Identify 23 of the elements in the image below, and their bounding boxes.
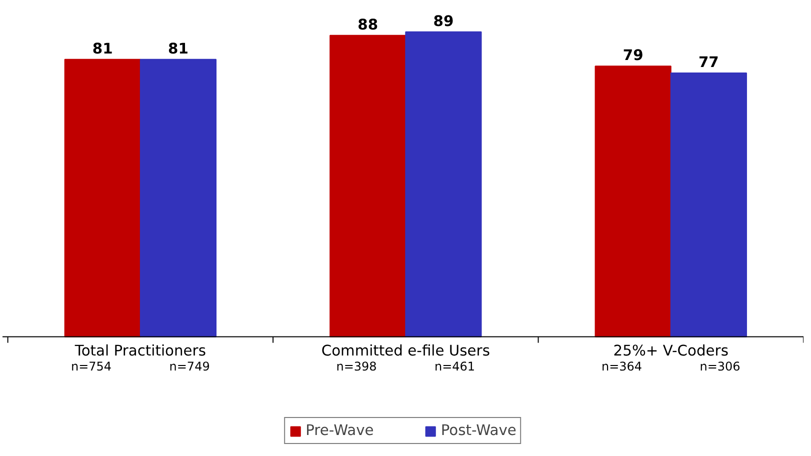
bar — [594, 66, 672, 338]
text: n=461 — [434, 359, 476, 374]
data-label: 81 — [168, 40, 188, 58]
text: n=364 — [601, 359, 642, 374]
text: n=398 — [336, 359, 377, 374]
x-tick-label: Total Practitioners — [74, 342, 206, 360]
bar — [140, 58, 217, 338]
data-label: 81 — [92, 40, 113, 58]
bar — [330, 34, 406, 338]
bar — [670, 72, 747, 338]
bar — [405, 31, 482, 338]
legend-label: Post-Wave — [440, 422, 516, 439]
data-label: 89 — [433, 12, 454, 30]
text: n=306 — [700, 359, 740, 374]
legend-label: Pre-Wave — [306, 422, 374, 439]
x-tick-label: 25%+ V-Coders — [613, 342, 728, 360]
x-tick-label: Committed e-file Users — [321, 342, 490, 360]
text: n=754 — [71, 359, 112, 374]
data-label: 79 — [622, 47, 644, 64]
text: n=749 — [169, 359, 210, 374]
bar — [64, 58, 141, 338]
data-label: 77 — [698, 54, 719, 72]
data-label: 88 — [358, 16, 378, 34]
